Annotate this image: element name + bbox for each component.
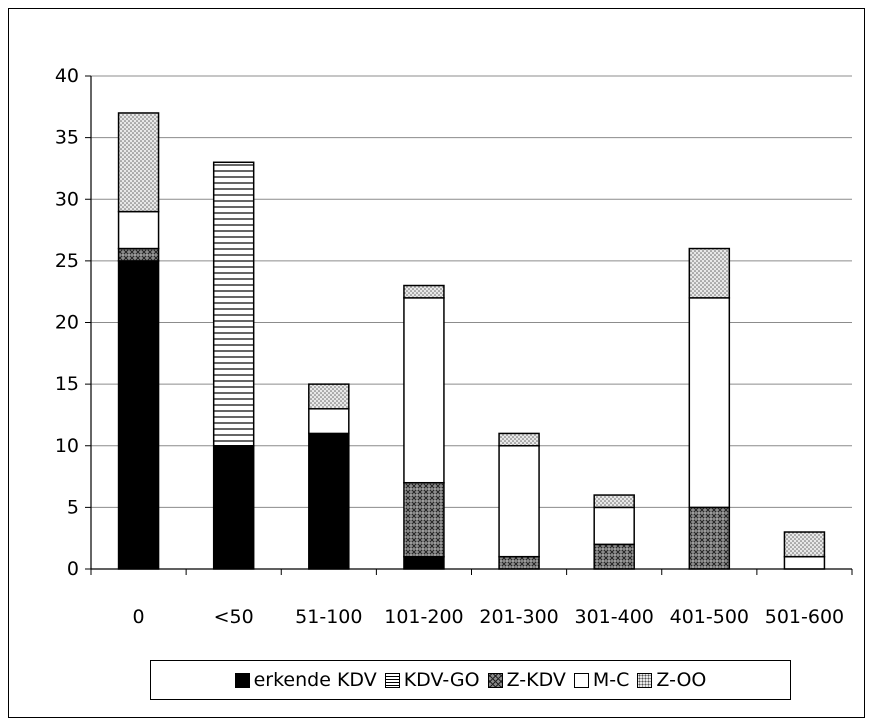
x-tick-label: 0 — [133, 606, 145, 628]
y-tick-label: 0 — [67, 558, 79, 580]
bar-segment — [783, 555, 826, 570]
legend-item: erkende KDV — [234, 669, 377, 691]
bar-segment — [688, 297, 731, 509]
legend: erkende KDV KDV-GO Z-KDV M-C Z-OO — [150, 660, 791, 700]
grid-layer — [91, 75, 852, 508]
y-tick-label: 30 — [55, 188, 79, 210]
legend-swatch — [487, 672, 503, 688]
legend-swatch — [384, 672, 400, 688]
bar-segment — [117, 247, 160, 262]
bar-segment — [117, 260, 160, 570]
bar-segment — [688, 247, 731, 299]
bar-segment — [212, 445, 255, 570]
x-tick-label: 401-500 — [670, 606, 749, 628]
bar-segment — [403, 284, 445, 299]
legend-item: Z-KDV — [487, 669, 566, 691]
bar-segment — [593, 506, 635, 546]
x-tick-label: 101-200 — [384, 606, 463, 628]
legend-swatch — [234, 672, 250, 688]
legend-label: Z-OO — [656, 669, 707, 691]
legend-label: erkende KDV — [253, 669, 377, 691]
bar-segment — [593, 543, 635, 570]
x-tick-label: 501-600 — [765, 606, 844, 628]
legend-swatch — [573, 672, 589, 688]
x-tick-label: 201-300 — [479, 606, 558, 628]
bar-segment — [117, 210, 160, 250]
bar-segment — [212, 161, 255, 447]
bar-segment — [403, 555, 445, 570]
bar-segment — [783, 531, 826, 558]
legend-label: KDV-GO — [403, 669, 480, 691]
y-tick-label: 40 — [55, 65, 79, 87]
legend-swatch — [637, 672, 653, 688]
x-tick-label: <50 — [214, 606, 254, 628]
legend-item: M-C — [573, 669, 630, 691]
bar-segment — [498, 445, 540, 558]
y-tick-label: 5 — [67, 496, 79, 518]
legend-item: Z-OO — [637, 669, 706, 691]
bar-segment — [593, 494, 635, 509]
bar-segment — [403, 297, 445, 484]
bar-segment — [308, 408, 350, 435]
x-tick-label: 301-400 — [574, 606, 653, 628]
legend-label: M-C — [592, 669, 630, 691]
legend-label: Z-KDV — [506, 669, 566, 691]
y-tick-label: 10 — [55, 435, 79, 457]
y-tick-label: 35 — [55, 127, 79, 149]
bar-layer — [117, 112, 826, 570]
y-tick-label: 20 — [55, 312, 79, 334]
x-tick-label: 51-100 — [295, 606, 362, 628]
axis-layer: 0 5 10 15 20 25 30 35 40 0 <50 51-100 101-200 201-300… — [55, 65, 853, 628]
bar-segment — [403, 481, 445, 558]
bar-segment — [117, 112, 160, 213]
bar-segment — [498, 432, 540, 447]
y-tick-label: 15 — [55, 373, 79, 395]
bar-segment — [308, 383, 350, 410]
y-tick-label: 25 — [55, 250, 79, 272]
bar-segment — [688, 506, 731, 570]
legend-item: KDV-GO — [384, 669, 480, 691]
bar-segment — [308, 432, 350, 570]
bar-segment — [498, 555, 540, 570]
